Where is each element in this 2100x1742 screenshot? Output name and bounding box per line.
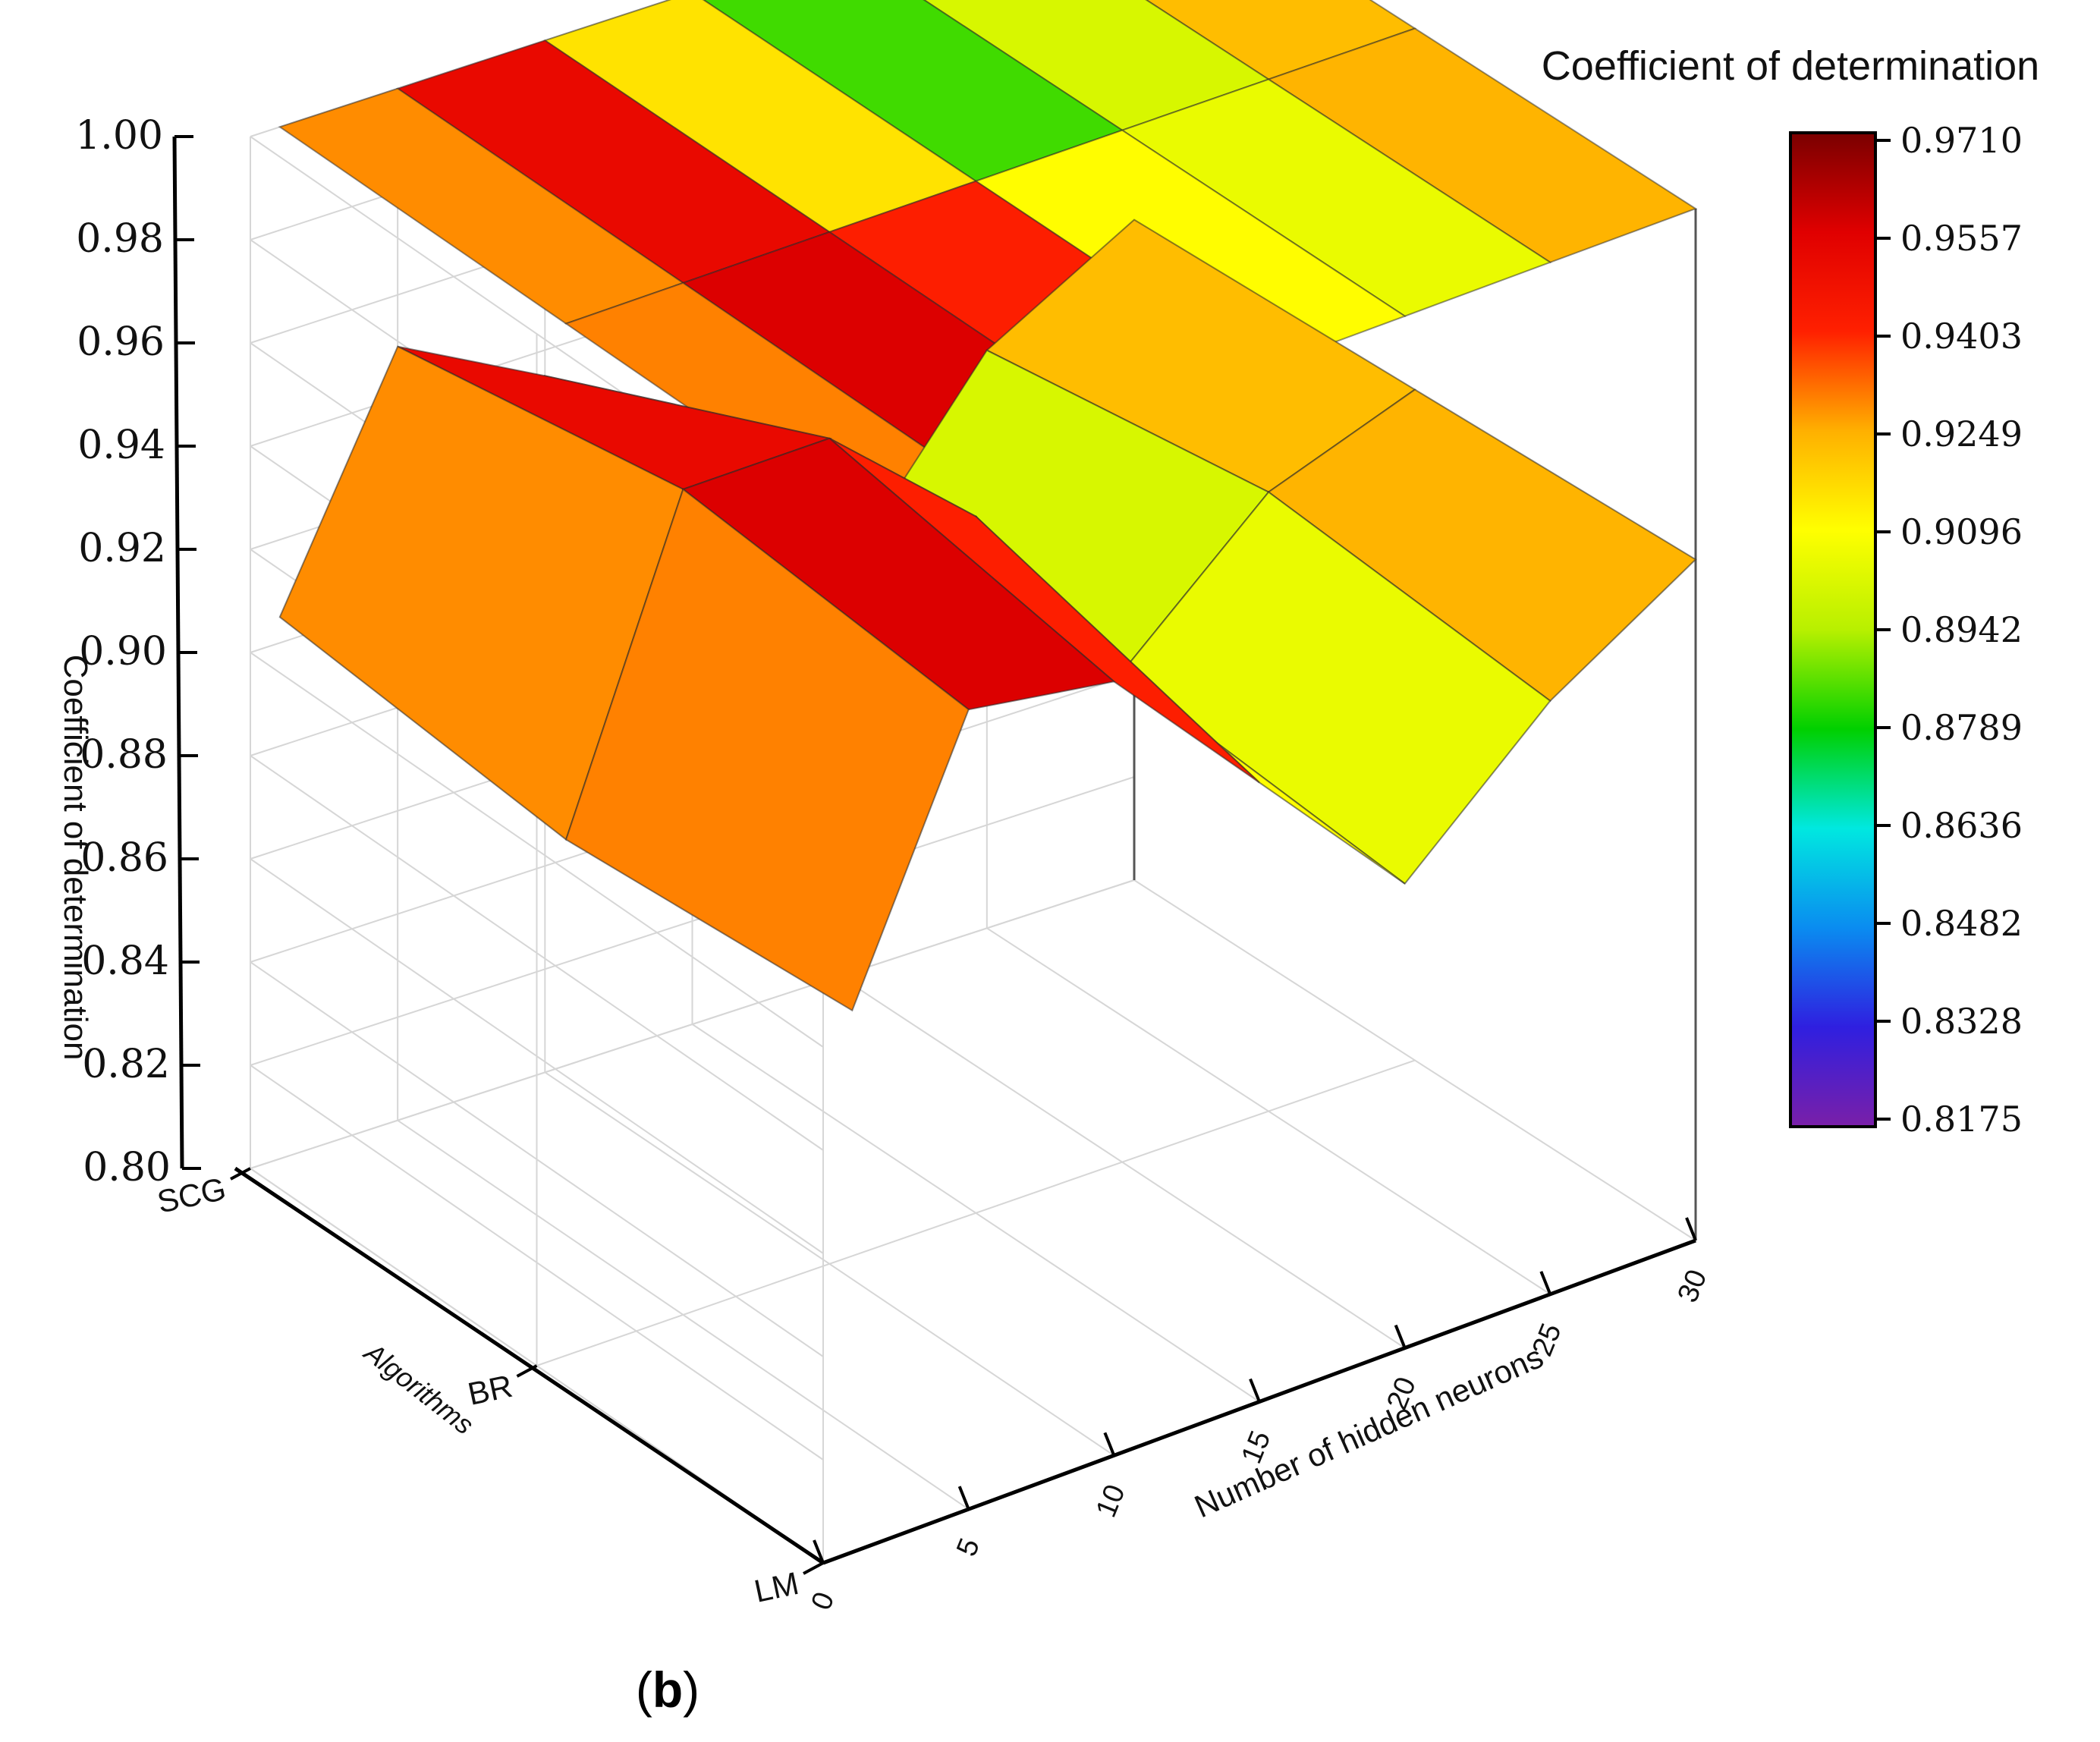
z-tick-label: 0.88 [80,732,168,778]
colorbar-tick-label: 0.9710 [1900,120,2023,161]
colorbar-gradient [1789,131,1877,1128]
x-tick-label: 30 [1672,1266,1714,1307]
z-tick-label: 0.94 [77,423,165,468]
x-tick-label: 0 [805,1588,841,1615]
y-tick-mark [230,1167,251,1181]
z-axis-label: Coefficient of determination [57,655,94,1061]
x-tick-label: 10 [1090,1480,1132,1522]
colorbar-tick-label: 0.8942 [1900,609,2023,650]
colorbar-title: Coefficient of determination [1542,43,2039,89]
colorbar-tick-label: 0.9403 [1900,316,2023,357]
x-tick-mark [1103,1432,1116,1457]
colorbar-tick-label: 0.9096 [1900,511,2023,552]
colorbar-tick-label: 0.8482 [1900,903,2023,944]
y-axis-label: Algorithms [357,1335,479,1440]
panel-label-letter: b [652,1662,683,1718]
panel-label: (b) [636,1662,699,1718]
colorbar: 0.9710 0.9557 0.9403 0.9249 0.9096 0.8942 0.87… [1789,120,2023,1140]
grid-line [250,879,1135,1169]
x-tick-mark [1685,1217,1697,1241]
z-tick-label: 0.96 [77,319,165,365]
colorbar-tick-label: 0.8328 [1900,1001,2023,1042]
y-tick-mark [516,1364,538,1378]
x-tick-label: 5 [951,1534,986,1561]
surface-mesh [278,219,1697,1012]
z-tick-label: 0.80 [83,1145,171,1190]
grid-line [536,1059,1416,1366]
colorbar-tick-label: 0.9557 [1900,218,2023,259]
x-tick-mark [1394,1324,1407,1349]
colorbar-tick-label: 0.8175 [1900,1099,2023,1140]
colorbar-tick-label: 0.9249 [1900,413,2023,454]
y-category-label: LM [751,1565,802,1609]
x-tick-mark [957,1486,970,1510]
z-tick-label: 0.82 [82,1042,170,1087]
z-tick-label: 0.98 [76,216,164,262]
x-tick-mark [1539,1271,1552,1295]
colorbar-tick-label: 0.8789 [1900,707,2023,748]
y-axis-line [234,1166,825,1565]
colorbar-tick-label: 0.8636 [1900,805,2023,846]
z-tick-label: 0.92 [78,526,166,571]
surface-cell [564,488,970,1012]
z-axis-ticks: 1.00 0.98 0.96 0.94 0.92 0.90 0.88 0.86 0.84 0.82… [75,113,201,1190]
x-tick-mark [813,1539,825,1564]
z-tick-label: 0.84 [81,939,169,984]
z-tick-label: 0.86 [80,835,168,881]
x-tick-mark [1249,1378,1261,1403]
y-category-label: BR [465,1368,516,1412]
z-tick-label: 0.90 [79,629,167,674]
y-tick-mark [803,1561,824,1575]
z-tick-label: 1.00 [75,113,163,159]
x-axis-label: Number of hidden neurons [1189,1338,1548,1524]
